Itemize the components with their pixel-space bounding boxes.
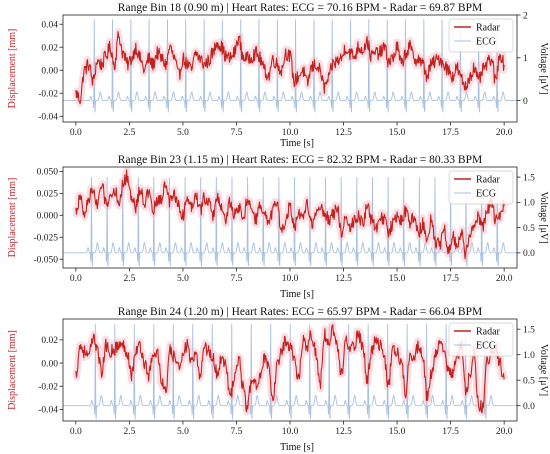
y-right-tick-label: 1.0 xyxy=(523,199,535,209)
x-axis-label: Time [s] xyxy=(280,138,314,149)
legend: Radar ECG xyxy=(448,18,514,53)
y-left-tick-label: 0.050 xyxy=(37,168,59,178)
radar-uncertainty-band xyxy=(72,28,508,108)
x-tick-label: 17.5 xyxy=(442,274,459,284)
plot-area xyxy=(63,167,517,267)
y-left-axis-label: Displacement [mm] xyxy=(7,330,18,410)
legend-label-ecg: ECG xyxy=(476,189,496,200)
y-left-tick-label: -0.025 xyxy=(33,234,58,244)
ecg-series-line xyxy=(63,19,517,113)
y-right-tick-label: 0.0 xyxy=(523,249,535,259)
y-left-tick-label: 0.02 xyxy=(41,44,58,54)
y-left-tick-label: -0.04 xyxy=(38,113,58,123)
y-right-tick-label: 0.5 xyxy=(523,377,535,387)
x-tick-label: 15.0 xyxy=(389,427,406,437)
legend-label-radar: Radar xyxy=(476,23,501,34)
y-right-tick-label: 0.0 xyxy=(523,402,535,412)
y-left-axis-label: Displacement [mm] xyxy=(7,29,18,109)
x-tick-label: 0.0 xyxy=(70,128,82,138)
y-right-tick-label: 0 xyxy=(523,97,528,107)
x-tick-label: 15.0 xyxy=(389,274,406,284)
x-tick-label: 12.5 xyxy=(335,274,352,284)
y-left-tick-label: 0.025 xyxy=(37,190,59,200)
y-right-tick-label: 1 xyxy=(523,54,528,64)
x-tick-label: 12.5 xyxy=(335,128,352,138)
legend-label-radar: Radar xyxy=(476,175,501,186)
chart-panel-2: 0.0 2.5 5.0 7.5 10.0 12.5 15.0 17.5 20.0 0.050 0.0… xyxy=(7,154,549,300)
y-left-tick-label: -0.02 xyxy=(38,90,58,100)
x-tick-label: 10.0 xyxy=(282,274,299,284)
y-left-tick-label: 0.00 xyxy=(41,359,58,369)
legend-label-radar: Radar xyxy=(476,327,501,338)
y-left-tick-label: -0.02 xyxy=(38,383,58,393)
x-tick-label: 17.5 xyxy=(442,427,459,437)
y-right-axis-label: Voltage [μV] xyxy=(538,344,549,396)
y-right-tick-label: 1.5 xyxy=(523,326,535,336)
x-tick-label: 2.5 xyxy=(123,274,135,284)
legend-label-ecg: ECG xyxy=(476,37,496,48)
ecg-series-line xyxy=(63,324,517,420)
x-tick-label: 5.0 xyxy=(177,427,189,437)
y-right-tick-label: 2 xyxy=(523,11,528,21)
y-right-tick-label: 1.5 xyxy=(523,173,535,183)
y-left-tick-label: 0.02 xyxy=(41,336,58,346)
plot-area xyxy=(63,321,517,420)
plot-area xyxy=(63,19,517,113)
x-tick-label: 10.0 xyxy=(282,128,299,138)
x-tick-label: 20.0 xyxy=(496,427,513,437)
x-tick-label: 20.0 xyxy=(496,128,513,138)
chart-title: Range Bin 23 (1.15 m) | Heart Rates: ECG… xyxy=(118,154,482,166)
y-left-tick-label: -0.050 xyxy=(33,256,58,266)
x-tick-label: 2.5 xyxy=(123,128,135,138)
chart-title: Range Bin 24 (1.20 m) | Heart Rates: ECG… xyxy=(118,306,482,318)
x-axis-label: Time [s] xyxy=(280,442,314,453)
x-tick-label: 5.0 xyxy=(177,128,189,138)
y-left-tick-label: 0.04 xyxy=(41,21,58,31)
legend: Radar ECG xyxy=(448,170,514,205)
y-right-axis-label: Voltage [μV] xyxy=(538,191,549,243)
x-tick-label: 0.0 xyxy=(70,274,82,284)
chart-panel-1: 0.0 2.5 5.0 7.5 10.0 12.5 15.0 17.5 20.0 0.04 0.02… xyxy=(7,2,549,149)
radar-series-line xyxy=(75,169,505,259)
x-tick-label: 0.0 xyxy=(70,427,82,437)
x-tick-label: 17.5 xyxy=(442,128,459,138)
chart-title: Range Bin 18 (0.90 m) | Heart Rates: ECG… xyxy=(118,2,482,14)
radar-series-line xyxy=(75,324,505,414)
x-tick-label: 2.5 xyxy=(123,427,135,437)
radar-series-line xyxy=(75,31,505,105)
x-tick-label: 7.5 xyxy=(231,427,243,437)
chart-panel-3: 0.0 2.5 5.0 7.5 10.0 12.5 15.0 17.5 20.00.020.00… xyxy=(7,306,549,453)
x-tick-label: 10.0 xyxy=(282,427,299,437)
legend-label-ecg: ECG xyxy=(476,341,496,352)
y-right-tick-label: 0.5 xyxy=(523,224,535,234)
x-axis-label: Time [s] xyxy=(280,289,314,300)
x-tick-label: 20.0 xyxy=(496,274,513,284)
x-tick-label: 12.5 xyxy=(335,427,352,437)
x-tick-label: 5.0 xyxy=(177,274,189,284)
y-left-tick-label: 0.00 xyxy=(41,67,58,77)
y-left-tick-label: 0.000 xyxy=(37,212,59,222)
x-tick-label: 7.5 xyxy=(231,128,243,138)
x-tick-label: 7.5 xyxy=(231,274,243,284)
x-tick-label: 15.0 xyxy=(389,128,406,138)
y-left-tick-label: -0.04 xyxy=(38,406,58,416)
y-right-tick-label: 1.0 xyxy=(523,351,535,361)
y-right-axis-label: Voltage [μV] xyxy=(538,42,549,94)
y-left-axis-label: Displacement [mm] xyxy=(7,178,18,258)
legend: Radar ECG xyxy=(448,322,514,357)
